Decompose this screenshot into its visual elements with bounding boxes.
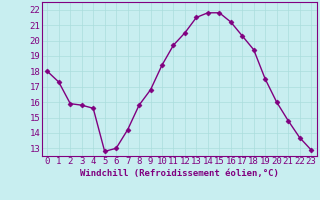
X-axis label: Windchill (Refroidissement éolien,°C): Windchill (Refroidissement éolien,°C): [80, 169, 279, 178]
